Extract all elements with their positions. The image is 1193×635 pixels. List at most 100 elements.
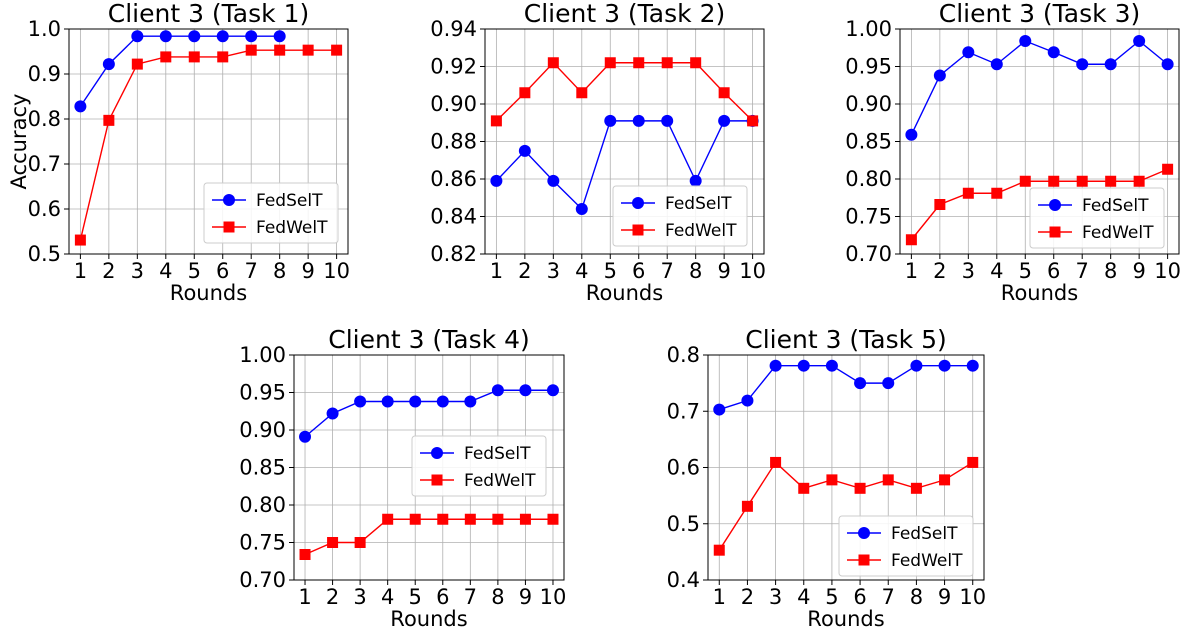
y-tick-label: 0.7: [667, 399, 700, 423]
series-FedWelT: [74, 44, 343, 246]
chart-title: Client 3 (Task 1): [108, 0, 310, 28]
data-point: [826, 474, 838, 486]
data-point: [690, 57, 702, 69]
y-tick-label: 0.92: [430, 55, 477, 79]
data-point: [661, 57, 673, 69]
x-tick-label: 5: [604, 259, 617, 283]
data-point: [713, 403, 726, 416]
data-point: [1104, 58, 1117, 71]
data-point: [770, 456, 782, 468]
series-line: [910, 168, 1168, 241]
y-tick-label: 1.00: [845, 17, 892, 41]
legend: FedSelT FedWelT: [612, 185, 748, 247]
y-tick-label: 0.4: [667, 568, 700, 592]
data-point: [910, 359, 923, 372]
x-axis-label: Rounds: [1001, 281, 1078, 305]
data-point: [299, 430, 312, 443]
data-point: [882, 474, 894, 486]
data-point: [604, 114, 617, 127]
x-tick-label: 6: [436, 585, 449, 609]
x-tick-label: 6: [853, 585, 866, 609]
data-point: [354, 395, 367, 408]
legend-label: FedSelT: [891, 524, 958, 544]
data-point: [381, 395, 394, 408]
data-point: [188, 30, 201, 43]
data-point: [159, 30, 172, 43]
series-line: [304, 518, 553, 556]
data-point: [741, 500, 753, 512]
y-tick-label: 0.95: [239, 381, 286, 405]
data-point: [436, 395, 449, 408]
data-point: [632, 114, 645, 127]
y-tick-label: 0.95: [845, 55, 892, 79]
legend-marker: [858, 527, 870, 539]
series-line: [718, 461, 974, 551]
data-point: [160, 51, 172, 63]
legend-box: [612, 185, 748, 247]
series-FedSelT: [74, 30, 286, 113]
data-point: [1133, 35, 1146, 47]
legend-label: FedSelT: [464, 444, 531, 464]
data-point: [217, 51, 229, 63]
y-tick-label: 0.80: [239, 493, 286, 517]
data-point: [905, 234, 917, 246]
x-tick-label: 6: [632, 259, 645, 283]
data-point: [938, 359, 951, 372]
x-tick-label: 10: [959, 585, 986, 609]
data-point: [689, 174, 702, 187]
x-tick-label: 1: [298, 585, 311, 609]
chart-title: Client 3 (Task 3): [939, 0, 1141, 28]
legend-marker: [223, 194, 235, 206]
y-tick-label: 0.80: [845, 167, 892, 191]
x-tick-label: 3: [769, 585, 782, 609]
data-point: [1019, 175, 1031, 187]
x-tick-label: 10: [323, 259, 350, 283]
x-tick-label: 8: [491, 585, 504, 609]
data-point: [939, 474, 951, 486]
data-point: [718, 87, 730, 99]
data-point: [273, 30, 286, 43]
data-point: [102, 58, 115, 71]
data-point: [933, 69, 946, 82]
legend-marker: [632, 224, 644, 236]
data-point: [245, 30, 258, 43]
data-point: [326, 407, 339, 420]
x-tick-label: 8: [1104, 259, 1117, 283]
x-tick-label: 8: [910, 585, 923, 609]
data-point: [188, 51, 200, 63]
legend-box: [1029, 187, 1165, 249]
subplot-task-2: 0.82 0.84 0.86 0.88 0.90 0.92 0.94 1 2 3 4 5 6 7 8 9 10 C…: [430, 0, 766, 305]
data-point: [74, 100, 87, 113]
legend-box: [411, 435, 547, 497]
data-point: [547, 57, 559, 69]
data-point: [966, 359, 979, 372]
data-point: [991, 187, 1003, 199]
data-point: [962, 46, 975, 59]
x-tick-label: 4: [990, 259, 1003, 283]
data-point: [382, 513, 394, 525]
legend: FedSelT FedWelT: [411, 435, 547, 497]
x-tick-label: 7: [882, 585, 895, 609]
y-tick-label: 0.90: [239, 418, 286, 442]
data-point: [302, 44, 314, 56]
x-tick-label: 10: [540, 585, 567, 609]
data-point: [518, 144, 531, 157]
series-line: [910, 40, 1169, 136]
y-tick-label: 0.75: [239, 531, 286, 555]
data-point: [747, 115, 759, 127]
chart-title: Client 3 (Task 5): [745, 325, 947, 354]
data-point: [327, 537, 339, 548]
x-tick-label: 7: [464, 585, 477, 609]
x-axis-label: Rounds: [170, 281, 247, 305]
x-tick-label: 4: [159, 259, 172, 283]
data-point: [1047, 46, 1060, 59]
x-tick-label: 4: [575, 259, 588, 283]
y-tick-label: 0.85: [845, 130, 892, 154]
legend-marker: [1049, 226, 1061, 238]
x-tick-label: 2: [518, 259, 531, 283]
y-tick-label: 0.88: [430, 130, 477, 154]
series-line: [495, 61, 754, 122]
data-point: [741, 394, 754, 407]
x-tick-label: 5: [188, 259, 201, 283]
data-point: [825, 359, 838, 372]
